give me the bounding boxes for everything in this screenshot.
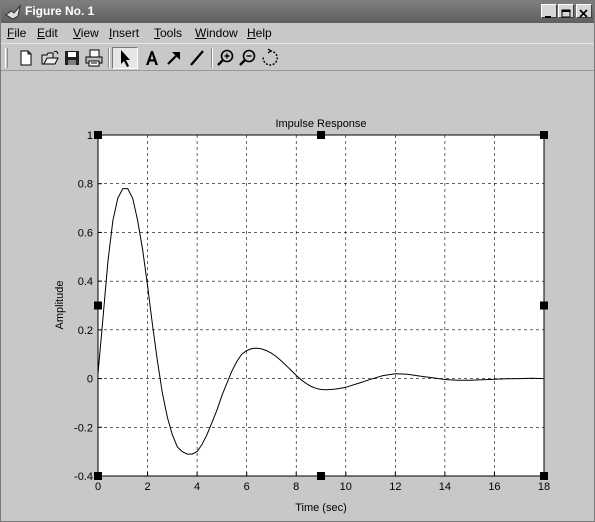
selection-handles (94, 131, 548, 480)
maximize-button[interactable] (558, 4, 574, 18)
zoom-out-icon (239, 49, 256, 66)
y-tick-label: 0.8 (78, 179, 93, 191)
edit-plot-button[interactable] (112, 47, 138, 69)
insert-arrow-button[interactable] (163, 47, 185, 69)
selection-handle[interactable] (540, 131, 548, 139)
diagonal-line-icon (190, 50, 204, 66)
x-tick-label: 0 (95, 481, 101, 493)
printer-icon (85, 49, 103, 67)
title-bar[interactable]: Figure No. 1 (1, 1, 594, 23)
x-tick-label: 18 (538, 481, 550, 493)
open-file-button[interactable] (39, 47, 61, 69)
menu-view[interactable]: View (73, 26, 99, 40)
y-axis-ticks: -0.4 -0.2 0 0.2 0.4 0.6 0.8 1 (74, 130, 102, 483)
insert-text-button[interactable] (141, 47, 163, 69)
menu-insert[interactable]: Insert (109, 26, 140, 40)
selection-handle[interactable] (94, 301, 102, 310)
zoom-in-icon (217, 49, 234, 66)
y-tick-label: -0.4 (74, 471, 93, 483)
y-tick-label: 1 (87, 130, 93, 142)
figure-toolbar (1, 43, 594, 71)
y-axis-label: Amplitude (54, 281, 66, 330)
menu-window[interactable]: Window (195, 26, 238, 40)
x-tick-label: 8 (293, 481, 299, 493)
selection-handle[interactable] (317, 472, 325, 480)
save-disk-icon (65, 51, 79, 65)
new-figure-button[interactable] (15, 47, 37, 69)
x-tick-label: 4 (194, 481, 200, 493)
open-folder-icon (41, 50, 59, 65)
impulse-response-plot[interactable]: 0 2 4 6 8 10 12 14 16 18 -0.4 -0.2 0 0.2 0.4 0.6 0.8 1 I… (1, 73, 594, 519)
close-button[interactable] (576, 4, 592, 18)
axes-background (98, 135, 544, 476)
impulse-response-line (97, 188, 545, 455)
menu-edit[interactable]: Edit (37, 26, 58, 40)
rotate-icon (262, 48, 278, 66)
maximize-icon (561, 9, 571, 18)
arrow-pointer-icon (121, 50, 130, 67)
close-icon (579, 9, 588, 18)
diagonal-arrow-icon (167, 52, 180, 65)
x-tick-label: 14 (439, 481, 451, 493)
toolbar-separator (108, 48, 110, 68)
x-tick-label: 12 (389, 481, 401, 493)
x-tick-label: 2 (144, 481, 150, 493)
save-button[interactable] (61, 47, 83, 69)
x-axis-ticks: 0 2 4 6 8 10 12 14 16 18 (95, 472, 550, 493)
y-tick-label: 0 (87, 374, 93, 386)
y-tick-label: 0.2 (78, 325, 93, 337)
y-tick-label: -0.2 (74, 422, 93, 434)
toolbar-separator (211, 48, 213, 68)
menu-help[interactable]: Help (247, 26, 272, 40)
plot-title: Impulse Response (275, 118, 366, 130)
matlab-logo-icon (5, 4, 21, 20)
window-title: Figure No. 1 (25, 4, 95, 18)
insert-line-button[interactable] (186, 47, 208, 69)
x-axis-label: Time (sec) (295, 502, 347, 514)
selection-handle[interactable] (94, 131, 102, 139)
x-tick-label: 16 (488, 481, 500, 493)
menu-tools[interactable]: Tools (154, 26, 183, 40)
x-tick-label: 10 (340, 481, 352, 493)
selection-handle[interactable] (317, 131, 325, 139)
zoom-in-button[interactable] (215, 47, 237, 69)
x-tick-label: 6 (244, 481, 250, 493)
toolbar-grip[interactable] (5, 48, 8, 68)
zoom-out-button[interactable] (237, 47, 259, 69)
y-tick-label: 0.6 (78, 227, 93, 239)
print-button[interactable] (83, 47, 105, 69)
rotate-3d-button[interactable] (259, 47, 281, 69)
new-file-icon (20, 50, 32, 66)
text-a-icon (146, 51, 158, 65)
menu-bar: File Edit View Insert Tools Window Help (1, 23, 594, 43)
selection-handle[interactable] (540, 472, 548, 480)
selection-handle[interactable] (540, 301, 548, 310)
selection-handle[interactable] (94, 472, 102, 480)
y-tick-label: 0.4 (78, 276, 93, 288)
minimize-icon (545, 16, 551, 18)
grid-lines (98, 135, 544, 476)
minimize-button[interactable] (541, 4, 557, 18)
menu-file[interactable]: File (7, 26, 27, 40)
